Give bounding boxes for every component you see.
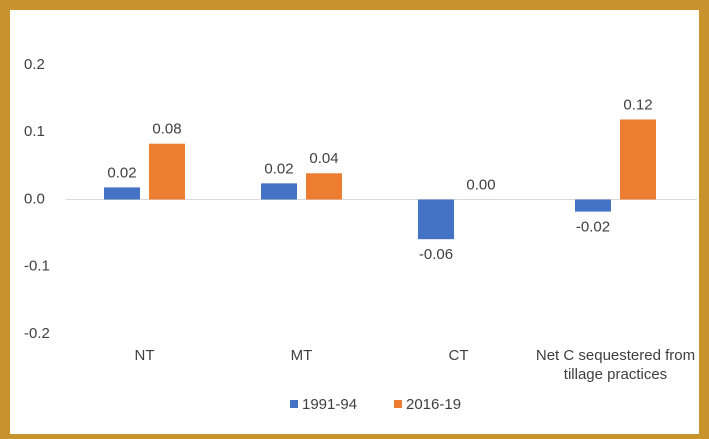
x-tick-label: MT xyxy=(290,347,313,364)
legend-label: 2016-19 xyxy=(406,396,461,413)
y-tick-label: 0.2 xyxy=(24,56,45,73)
x-tick-label: Net C sequestered from tillage practices xyxy=(535,347,696,383)
y-tick-label: 0.0 xyxy=(24,190,45,207)
bar xyxy=(306,173,342,200)
bar xyxy=(575,199,611,212)
value-label: 0.08 xyxy=(152,121,181,138)
value-label: -0.02 xyxy=(576,219,610,236)
legend-label: 1991-94 xyxy=(302,396,357,413)
bar xyxy=(261,183,297,200)
value-label: 0.02 xyxy=(264,160,293,177)
y-tick-label: -0.1 xyxy=(24,258,50,275)
legend-swatch xyxy=(290,400,298,408)
x-tick-label: NT xyxy=(134,347,155,364)
value-label: 0.12 xyxy=(623,96,652,113)
y-tick-label: 0.1 xyxy=(24,123,45,140)
value-label: 0.04 xyxy=(309,150,338,167)
y-tick-label: -0.2 xyxy=(24,325,50,342)
legend-swatch xyxy=(394,400,402,408)
bar xyxy=(149,143,185,200)
bar xyxy=(104,187,140,200)
bar xyxy=(620,119,656,200)
bar xyxy=(418,199,454,240)
value-label: 0.00 xyxy=(466,176,495,193)
value-label: 0.02 xyxy=(107,164,136,181)
x-tick-label: CT xyxy=(448,347,469,364)
value-label: -0.06 xyxy=(419,246,453,263)
